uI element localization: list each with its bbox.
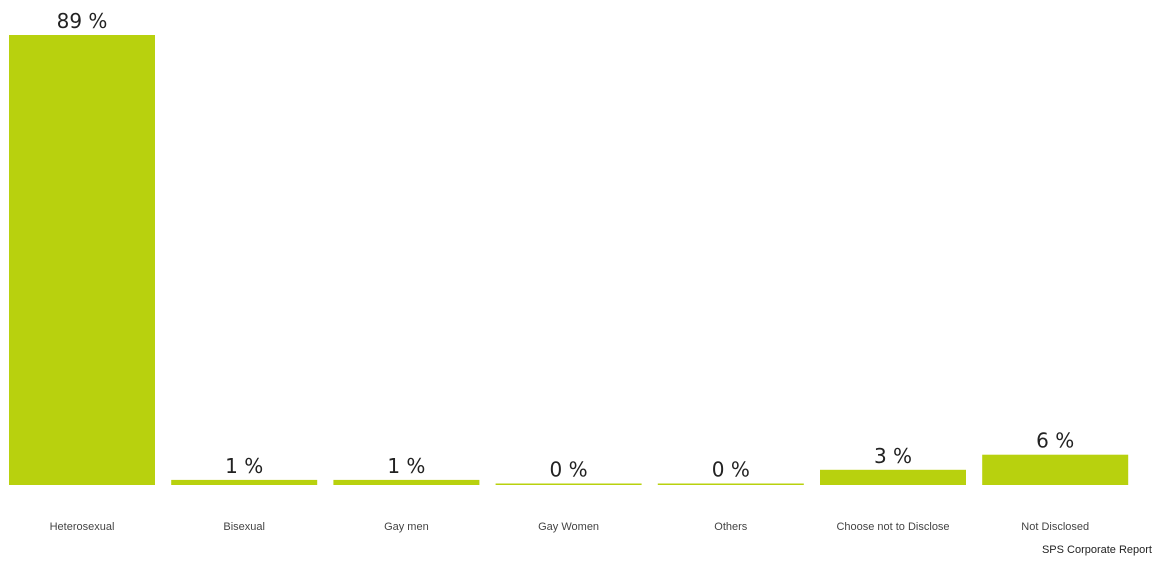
- category-label: Heterosexual: [50, 521, 115, 533]
- source-note: SPS Corporate Report: [1041, 544, 1152, 556]
- category-label: Not Disclosed: [1021, 521, 1089, 533]
- bar-value-label: 89 %: [57, 9, 108, 33]
- bar-4: [495, 483, 642, 485]
- bars-group: [9, 35, 1129, 485]
- bar-value-label: 0 %: [712, 458, 750, 482]
- bar-1: [9, 35, 155, 485]
- bar-value-label: 1 %: [387, 454, 425, 478]
- bar-3: [333, 479, 480, 485]
- category-label: Choose not to Disclose: [836, 521, 949, 533]
- bar-2: [171, 479, 318, 485]
- bar-value-label: 1 %: [225, 454, 263, 478]
- category-label: Bisexual: [223, 521, 265, 533]
- category-label: Others: [714, 521, 748, 533]
- bar-6: [820, 469, 966, 485]
- category-label: Gay Women: [538, 521, 599, 533]
- bar-7: [982, 454, 1129, 485]
- category-label: Gay men: [384, 521, 429, 533]
- bar-5: [657, 483, 804, 485]
- bar-value-label: 3 %: [874, 444, 912, 468]
- bar-value-label: 6 %: [1036, 429, 1074, 453]
- value-labels-group: 89 % 1 % 1 % 0 % 0 % 3 % 6 %: [57, 9, 1075, 482]
- bar-value-label: 0 %: [550, 458, 588, 482]
- category-labels-group: Heterosexual Bisexual Gay men Gay Women Othe…: [50, 521, 1090, 533]
